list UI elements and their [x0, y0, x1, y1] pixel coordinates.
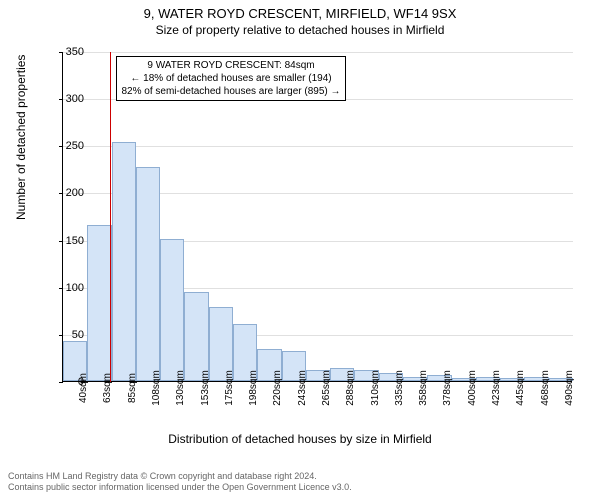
x-axis-label: Distribution of detached houses by size …: [0, 432, 600, 446]
page-subtitle: Size of property relative to detached ho…: [0, 21, 600, 37]
histogram-bar: [136, 167, 160, 381]
y-tick-label: 0: [44, 376, 84, 388]
histogram-bar: [184, 292, 208, 381]
x-tick-label: 423sqm: [491, 370, 502, 406]
annotation-line-1: 9 WATER ROYD CRESCENT: 84sqm: [121, 59, 340, 72]
histogram-bar: [160, 239, 184, 381]
chart-area: 40sqm63sqm85sqm108sqm130sqm153sqm175sqm1…: [62, 52, 572, 382]
y-axis-label: Number of detached properties: [14, 55, 28, 220]
x-tick-label: 490sqm: [564, 370, 575, 406]
histogram-bar: [87, 225, 111, 381]
annotation-line-2: ← 18% of detached houses are smaller (19…: [121, 72, 340, 85]
x-tick-label: 400sqm: [467, 370, 478, 406]
x-tick-label: 468sqm: [540, 370, 551, 406]
footer-line-1: Contains HM Land Registry data © Crown c…: [8, 471, 352, 483]
y-tick-label: 100: [44, 282, 84, 294]
footer-attribution: Contains HM Land Registry data © Crown c…: [8, 471, 352, 494]
x-tick-label: 378sqm: [442, 370, 453, 406]
y-tick-label: 150: [44, 235, 84, 247]
y-tick-label: 50: [44, 329, 84, 341]
annotation-line-3: 82% of semi-detached houses are larger (…: [121, 85, 340, 98]
page-title: 9, WATER ROYD CRESCENT, MIRFIELD, WF14 9…: [0, 0, 600, 21]
x-tick-label: 335sqm: [394, 370, 405, 406]
histogram-bar: [112, 142, 136, 381]
chart-container: 9, WATER ROYD CRESCENT, MIRFIELD, WF14 9…: [0, 0, 600, 500]
footer-line-2: Contains public sector information licen…: [8, 482, 352, 494]
x-tick-label: 445sqm: [515, 370, 526, 406]
gridline: [63, 52, 573, 53]
property-marker-line: [110, 52, 111, 382]
y-tick-label: 250: [44, 140, 84, 152]
plot-area: 40sqm63sqm85sqm108sqm130sqm153sqm175sqm1…: [62, 52, 572, 382]
y-tick-label: 300: [44, 93, 84, 105]
y-tick-label: 200: [44, 187, 84, 199]
annotation-box: 9 WATER ROYD CRESCENT: 84sqm← 18% of det…: [116, 56, 345, 101]
y-tick-label: 350: [44, 46, 84, 58]
gridline: [63, 146, 573, 147]
